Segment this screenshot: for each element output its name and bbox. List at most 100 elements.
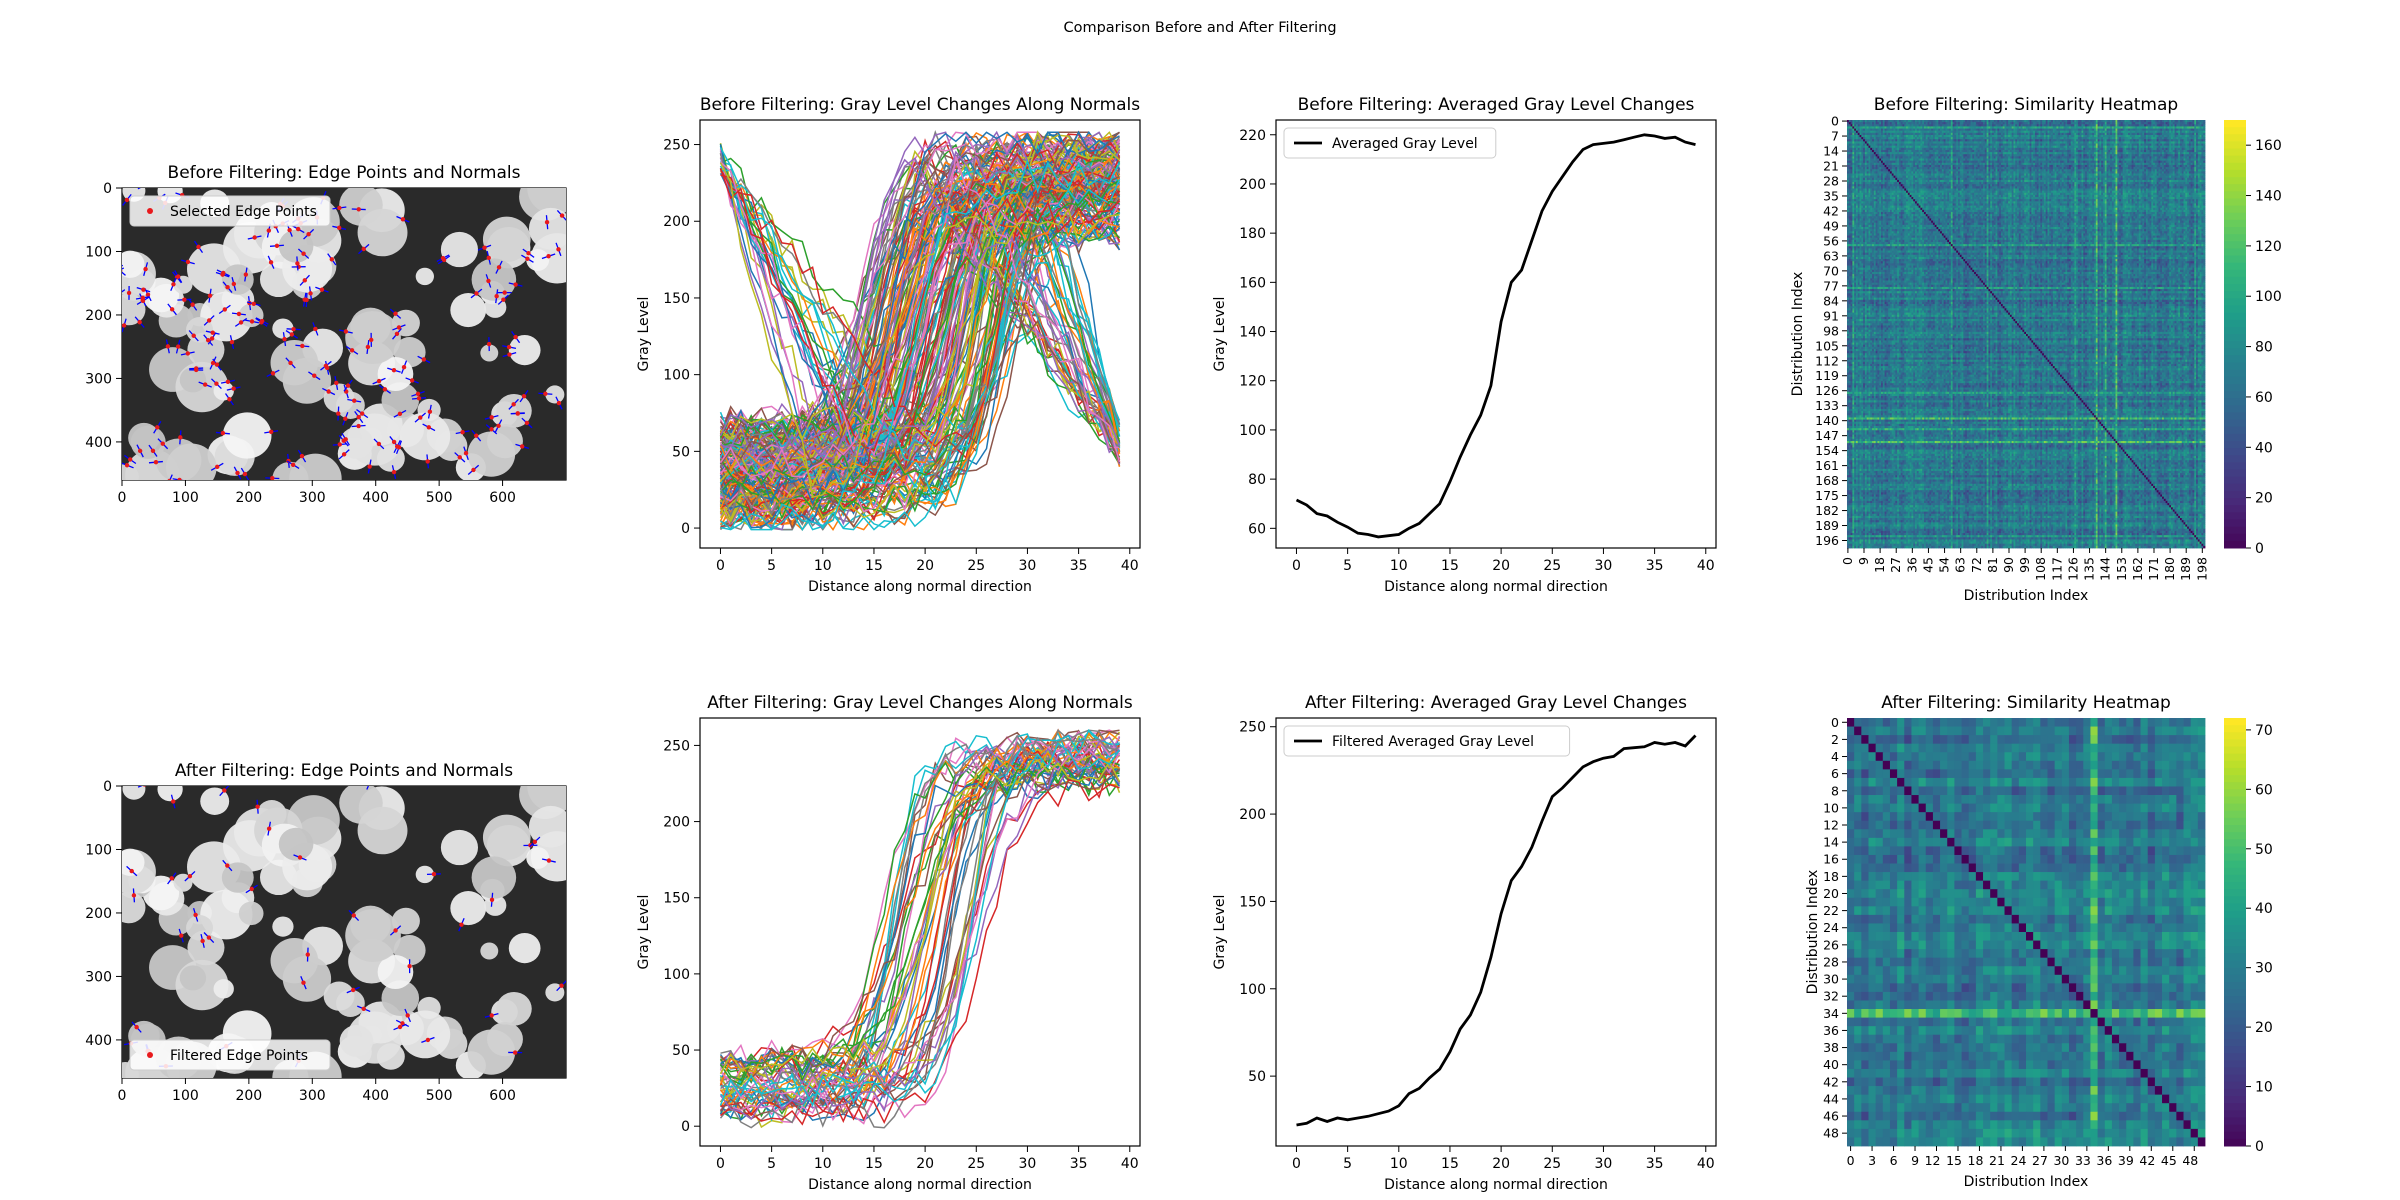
normal-line	[108, 480, 120, 487]
edge-point	[291, 327, 296, 332]
edge-point	[460, 429, 465, 435]
edge-point	[282, 336, 287, 342]
legend: Averaged Gray Level	[1283, 127, 1497, 159]
edge-point	[288, 360, 293, 366]
edge-point	[124, 197, 130, 203]
edge-point	[268, 260, 274, 265]
edge-point	[114, 264, 118, 268]
edge-point	[524, 420, 530, 426]
edge-point	[171, 282, 176, 287]
y-tick-label: 250	[663, 138, 690, 154]
edge-point	[507, 352, 512, 357]
profile-line	[720, 130, 1120, 460]
x-tick-label: 15	[1441, 558, 1459, 574]
x-tick-label: 100	[172, 490, 199, 506]
edge-point	[546, 254, 551, 259]
x-tick-label: 200	[235, 490, 262, 506]
edge-point	[556, 247, 561, 252]
edge-point	[334, 380, 339, 386]
droplet	[238, 303, 264, 328]
x-tick-label: 0	[716, 558, 725, 574]
before-average-axes: 0 5 10 15 20 25 30 35 40608010012014016018020022…	[1212, 95, 1717, 595]
edge-point	[471, 467, 476, 473]
edge-point	[312, 373, 317, 378]
legend-label: Selected Edge Points	[170, 204, 317, 220]
edge-point	[396, 325, 402, 330]
edge-point	[382, 387, 388, 392]
profile-line	[719, 131, 1120, 433]
x-axis-label: Distance along normal direction	[808, 579, 1032, 595]
edge-point	[196, 244, 201, 250]
edge-point	[337, 205, 342, 211]
normal-line	[122, 264, 124, 267]
x-tick-label: 300	[299, 490, 326, 506]
edge-point	[376, 378, 382, 384]
edge-point	[270, 475, 275, 480]
droplet	[173, 275, 193, 294]
edge-point	[486, 255, 491, 261]
legend-box	[129, 195, 331, 227]
edge-point	[235, 470, 240, 476]
edge-point	[117, 291, 121, 295]
edge-point	[361, 246, 366, 252]
droplet	[526, 249, 550, 271]
y-tick-label: 160	[1239, 275, 1266, 291]
edge-point	[225, 284, 230, 290]
edge-point	[249, 319, 255, 324]
edge-point	[341, 452, 347, 457]
droplet	[482, 216, 531, 262]
edge-point	[301, 251, 306, 256]
droplet	[122, 293, 146, 326]
edge-point	[160, 441, 165, 446]
edge-point	[214, 362, 220, 367]
edge-point	[300, 343, 305, 349]
edge-point	[167, 478, 172, 480]
edge-point	[418, 415, 423, 420]
edge-point	[268, 429, 274, 434]
edge-point	[391, 439, 397, 445]
edge-point	[210, 330, 215, 335]
edge-point	[308, 291, 313, 296]
edge-point	[489, 427, 494, 432]
average-line	[1295, 133, 1696, 539]
edge-point	[142, 183, 146, 187]
edge-point	[313, 326, 318, 332]
edge-point	[486, 341, 492, 347]
edge-point	[176, 274, 181, 279]
edge-point	[126, 290, 132, 296]
y-tick-label: 100	[663, 368, 690, 384]
edge-point	[463, 451, 469, 456]
edge-point	[236, 311, 242, 317]
normal-line	[533, 166, 538, 179]
edge-point	[526, 251, 531, 256]
edge-point	[243, 272, 249, 277]
edge-point	[343, 416, 348, 421]
before-profiles-series	[719, 130, 1121, 531]
x-tick-label: 500	[426, 490, 453, 506]
edge-point	[209, 336, 215, 341]
droplet	[345, 311, 401, 365]
normal-line	[135, 173, 137, 187]
x-tick-label: 25	[1543, 558, 1561, 574]
edge-point	[231, 386, 236, 391]
edge-point	[329, 257, 334, 262]
edge-point	[145, 292, 151, 297]
edge-point	[337, 442, 342, 447]
x-tick-label: 30	[1595, 558, 1613, 574]
edge-point	[427, 409, 433, 414]
droplet	[480, 344, 499, 362]
edge-point	[457, 455, 462, 460]
edge-point	[401, 364, 407, 370]
edge-point	[502, 290, 507, 295]
y-tick-label: 0	[103, 181, 112, 197]
before-edges-image	[108, 166, 566, 487]
edge-point	[165, 344, 171, 349]
edge-point	[122, 323, 127, 328]
edge-point	[207, 293, 213, 298]
x-tick-label: 5	[1343, 558, 1352, 574]
edge-point	[299, 453, 305, 459]
y-tick-label: 100	[1239, 423, 1266, 439]
edge-point	[486, 278, 491, 284]
edge-point	[359, 411, 365, 416]
droplet	[471, 258, 517, 301]
